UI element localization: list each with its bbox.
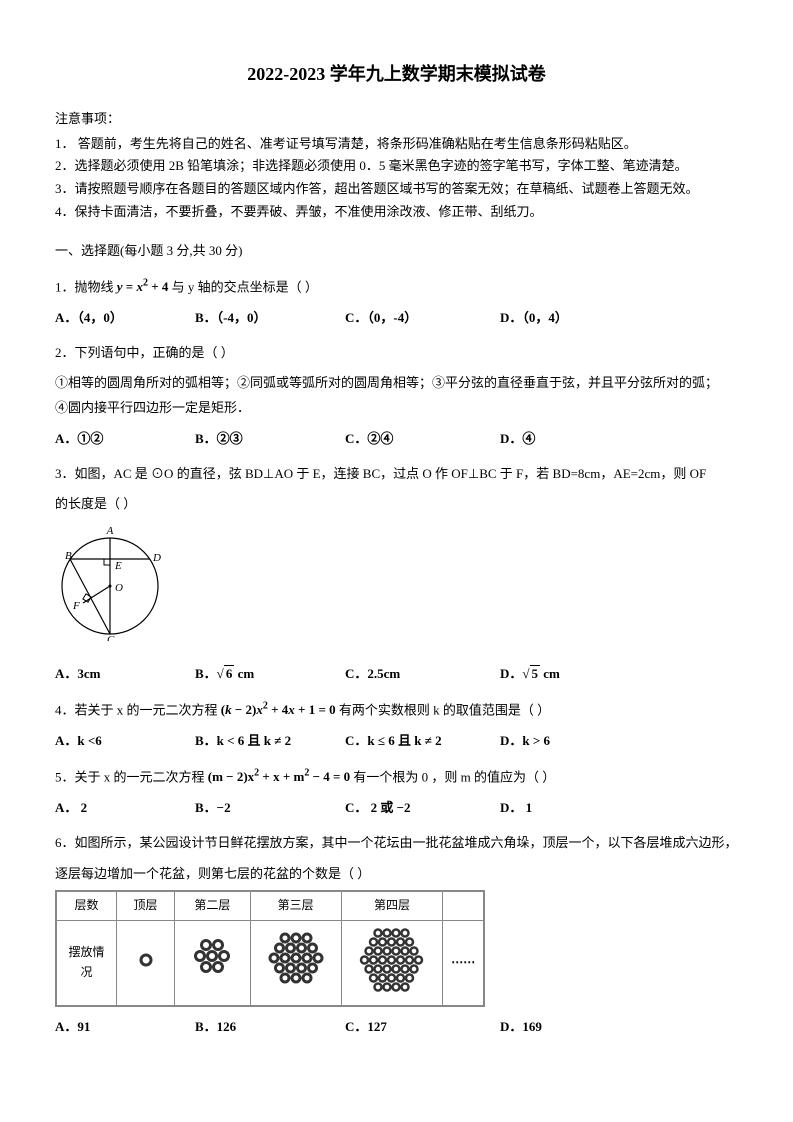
q5-opt-c: C． 2 或 −2 [345, 798, 500, 819]
q6-options: A．91 B．126 C．127 D．169 [55, 1017, 738, 1038]
q6-opt-c: C．127 [345, 1017, 500, 1038]
notice-4: 4．保持卡面清洁，不要折叠，不要弄破、弄皱，不准使用涂改液、修正带、刮纸刀。 [55, 202, 738, 223]
svg-text:C: C [107, 634, 115, 641]
question-1: 1．抛物线 y = x2 + 4 与 y 轴的交点坐标是（ ） [55, 276, 738, 298]
q4-options: A．k <6 B．k < 6 且 k ≠ 2 C．k ≤ 6 且 k ≠ 2 D… [55, 731, 738, 752]
svg-text:F: F [72, 600, 80, 612]
table-row: 层数 顶层 第二层 第三层 第四层 [57, 892, 484, 920]
svg-text:B: B [65, 550, 72, 562]
q1-opt-a: A．（4，0） [55, 308, 195, 329]
hex-header-3: 第三层 [250, 892, 341, 920]
q2-opt-c: C．②④ [345, 429, 500, 450]
q5-post: 有一个根为 0 ，则 m 的值应为（ ） [353, 769, 555, 784]
question-3: 3．如图，AC 是 ⊙O 的直径，弦 BD⊥AO 于 E，连接 BC，过点 O … [55, 464, 738, 485]
q1-opt-d: D．（0，4） [500, 308, 568, 329]
q4-opt-b: B．k < 6 且 k ≠ 2 [195, 731, 345, 752]
svg-text:E: E [114, 560, 122, 572]
table-row: 摆放情况 [57, 920, 484, 1005]
q5-options: A． 2 B．−2 C． 2 或 −2 D． 1 [55, 798, 738, 819]
q6-hex-table: 层数 顶层 第二层 第三层 第四层 摆放情况 [55, 890, 485, 1006]
exam-title: 2022-2023 学年九上数学期末模拟试卷 [55, 60, 738, 89]
q3-text: 3．如图，AC 是 ⊙O 的直径，弦 BD⊥AO 于 E，连接 BC，过点 O … [55, 466, 706, 481]
q3-opt-b-post: cm [234, 666, 254, 681]
q4-opt-c: C．k ≤ 6 且 k ≠ 2 [345, 731, 500, 752]
q1-text-post: 与 y 轴的交点坐标是（ ） [168, 279, 318, 294]
hex-header-4: 第四层 [341, 892, 443, 920]
q6-opt-b: B．126 [195, 1017, 345, 1038]
q6-opt-a: A．91 [55, 1017, 195, 1038]
hex-header-0: 层数 [57, 892, 117, 920]
q4-opt-a: A．k <6 [55, 731, 195, 752]
hex-layer-4 [341, 920, 443, 1005]
q4-pre: 4．若关于 x 的一元二次方程 [55, 702, 218, 717]
q2-stmt-1: ①相等的圆周角所对的弧相等；②同弧或等弧所对的圆周角相等；③平分弦的直径垂直于弦… [55, 373, 738, 394]
question-6: 6．如图所示，某公园设计节日鲜花摆放方案，其中一个花坛由一批花盆堆成六角垛，顶层… [55, 833, 738, 854]
q3-opt-a: A．3cm [55, 664, 195, 685]
q5-pre: 5．关于 x 的一元二次方程 [55, 769, 208, 784]
hex-row-label: 摆放情况 [57, 920, 117, 1005]
q1-text-pre: 1．抛物线 [55, 279, 117, 294]
hex-header-2: 第二层 [175, 892, 251, 920]
notice-3: 3．请按照题号顺序在各题目的答题区域内作答，超出答题区域书写的答案无效；在草稿纸… [55, 179, 738, 200]
q1-options: A．（4，0） B．（-4，0） C．（0，-4） D．（0，4） [55, 308, 738, 329]
q2-opt-b: B．②③ [195, 429, 345, 450]
q2-options: A．①② B．②③ C．②④ D．④ [55, 429, 738, 450]
q1-opt-b: B．（-4，0） [195, 308, 345, 329]
hex-header-5 [443, 892, 484, 920]
q6-opt-d: D．169 [500, 1017, 542, 1038]
question-4: 4．若关于 x 的一元二次方程 (k − 2)x2 + 4x + 1 = 0 有… [55, 699, 738, 721]
q2-stmt-2: ④圆内接平行四边形一定是矩形． [55, 398, 738, 419]
hex-header-1: 顶层 [117, 892, 175, 920]
q2-opt-a: A．①② [55, 429, 195, 450]
q3-circle-diagram: A B D E O F C [55, 521, 165, 641]
q4-opt-d: D．k > 6 [500, 731, 550, 752]
q3-opt-b-pre: B． [195, 666, 217, 681]
svg-text:O: O [115, 582, 123, 594]
q3-text-2: 的长度是（ ） [55, 494, 738, 515]
hex-layer-1 [117, 920, 175, 1005]
q3-opt-d: D． 5 cm [500, 664, 560, 685]
q3-options: A．3cm B． 6 cm C．2.5cm D． 5 cm [55, 664, 738, 685]
notice-2: 2．选择题必须使用 2B 铅笔填涂；非选择题必须使用 0．5 毫米黑色字迹的签字… [55, 156, 738, 177]
section-1-header: 一、选择题(每小题 3 分,共 30 分) [55, 241, 738, 262]
q2-opt-d: D．④ [500, 429, 535, 450]
q5-opt-b: B．−2 [195, 798, 345, 819]
q5-opt-a: A． 2 [55, 798, 195, 819]
q5-opt-d: D． 1 [500, 798, 532, 819]
q3-opt-d-post: cm [540, 666, 560, 681]
q3-opt-c: C．2.5cm [345, 664, 500, 685]
question-2: 2．下列语句中，正确的是（ ） [55, 343, 738, 364]
q3-opt-d-sqrt: 5 [530, 665, 541, 681]
q5-formula: (m − 2)x2 + x + m2 − 4 = 0 [208, 769, 350, 784]
q3-opt-b: B． 6 cm [195, 664, 345, 685]
q4-formula: (k − 2)x2 + 4x + 1 = 0 [221, 702, 336, 717]
q3-opt-d-pre: D． [500, 666, 522, 681]
hex-layer-3 [250, 920, 341, 1005]
notice-1: 1． 答题前，考生先将自己的姓名、准考证号填写清楚，将条形码准确粘贴在考生信息条… [55, 134, 738, 155]
svg-text:D: D [152, 552, 161, 564]
notice-header: 注意事项： [55, 109, 738, 130]
hex-layer-2 [175, 920, 251, 1005]
q3-opt-b-sqrt: 6 [224, 665, 235, 681]
q1-formula: y = x2 + 4 [117, 279, 169, 294]
svg-text:A: A [106, 525, 114, 537]
q4-post: 有两个实数根则 k 的取值范围是（ ） [339, 702, 550, 717]
hex-dots: ⋯⋯ [443, 920, 484, 1005]
question-5: 5．关于 x 的一元二次方程 (m − 2)x2 + x + m2 − 4 = … [55, 766, 738, 788]
q1-opt-c: C．（0，-4） [345, 308, 500, 329]
q6-text-2: 逐层每边增加一个花盆，则第七层的花盆的个数是（ ） [55, 864, 738, 885]
